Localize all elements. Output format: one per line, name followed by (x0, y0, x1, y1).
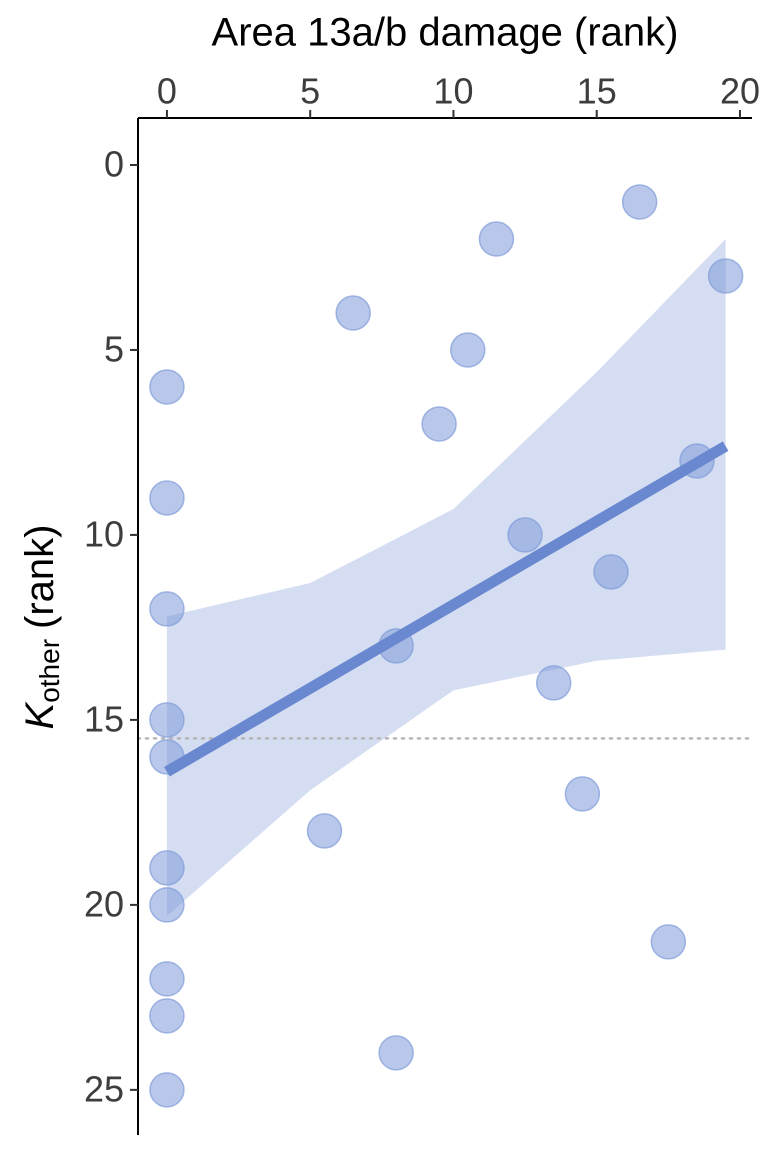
confidence-band (166, 238, 726, 916)
point (707, 258, 744, 294)
x-tick-label: 0 (157, 71, 177, 112)
point (650, 924, 687, 960)
x-tick-label: 15 (577, 71, 617, 112)
chart-title: Area 13a/b damage (rank) (212, 11, 679, 55)
y-tick-label: 15 (84, 698, 124, 739)
regression-line (164, 441, 729, 777)
point (149, 591, 185, 627)
point (149, 961, 185, 997)
point (149, 480, 185, 516)
point (149, 850, 185, 886)
point (564, 776, 601, 812)
y-tick-label: 0 (104, 143, 124, 184)
point (535, 665, 572, 701)
point (421, 406, 457, 442)
y-tick-label: 25 (84, 1068, 124, 1109)
y-axis-label: Kother(rank) (18, 525, 66, 730)
point (149, 998, 185, 1034)
point (149, 1072, 185, 1108)
y-tick-label: 20 (84, 883, 124, 924)
point (306, 813, 343, 849)
point (335, 295, 371, 331)
point (450, 332, 486, 368)
x-tick-label: 20 (720, 71, 760, 112)
y-tick-label: 5 (104, 328, 124, 369)
x-tick-label: 10 (433, 71, 473, 112)
point (149, 369, 185, 405)
point (478, 221, 515, 257)
point (507, 517, 543, 553)
point (149, 887, 185, 923)
point (378, 1035, 414, 1071)
y-tick-label: 10 (84, 513, 124, 554)
point (149, 702, 185, 738)
point (621, 184, 658, 220)
point (593, 554, 629, 590)
x-tick-label: 5 (300, 71, 320, 112)
